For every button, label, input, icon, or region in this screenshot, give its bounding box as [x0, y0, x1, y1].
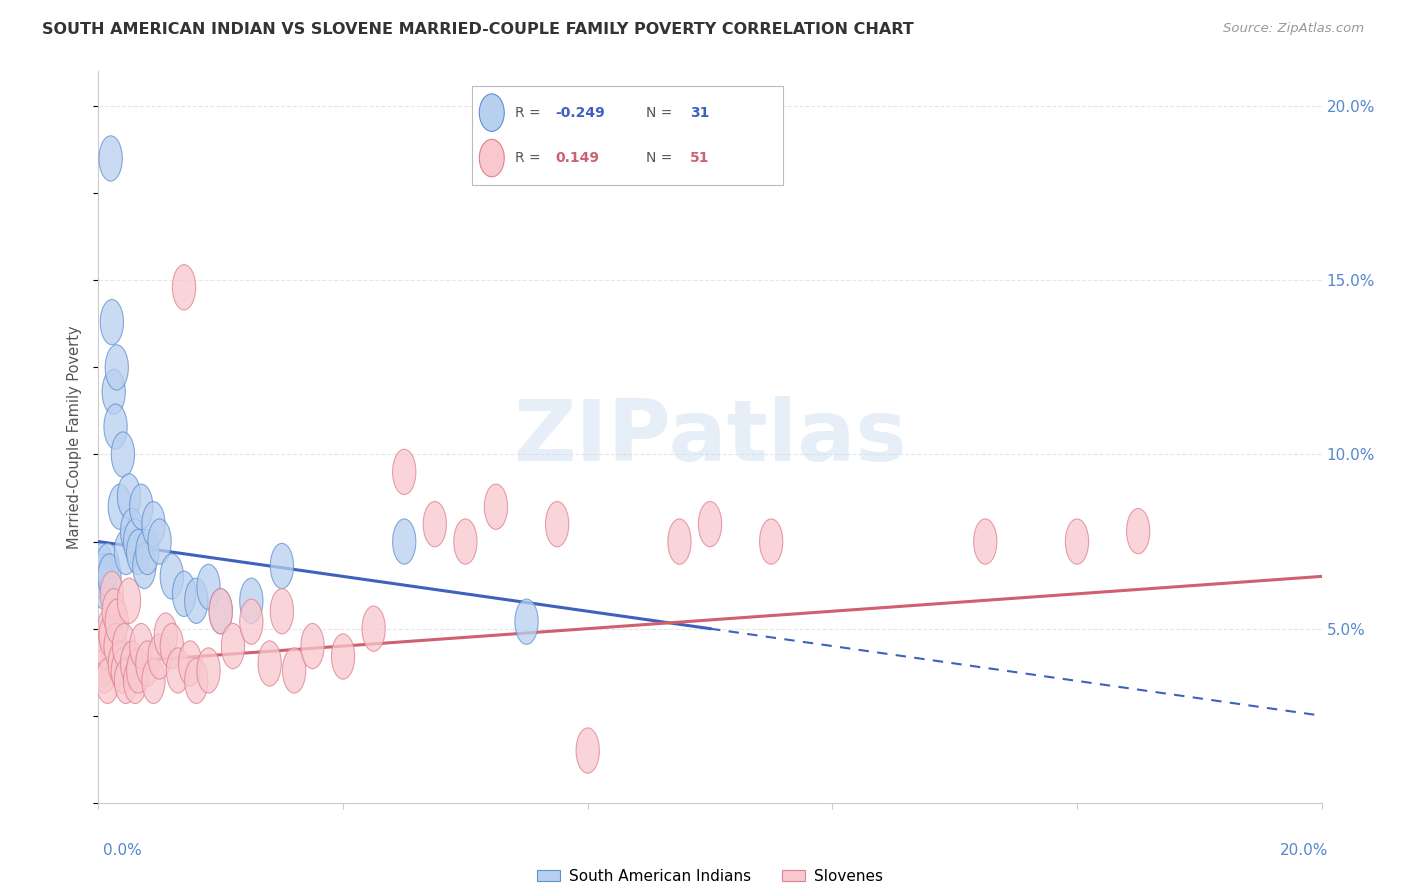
Ellipse shape: [209, 589, 232, 634]
Ellipse shape: [179, 640, 202, 686]
Ellipse shape: [96, 543, 120, 589]
Ellipse shape: [111, 432, 135, 477]
Ellipse shape: [239, 599, 263, 644]
Ellipse shape: [98, 554, 121, 599]
Ellipse shape: [93, 648, 117, 693]
Ellipse shape: [121, 640, 143, 686]
Ellipse shape: [90, 543, 112, 589]
Ellipse shape: [98, 606, 121, 651]
Ellipse shape: [142, 501, 165, 547]
Ellipse shape: [114, 529, 138, 574]
Ellipse shape: [392, 519, 416, 565]
Ellipse shape: [184, 578, 208, 624]
Ellipse shape: [1066, 519, 1088, 565]
Ellipse shape: [112, 624, 136, 669]
Ellipse shape: [127, 529, 150, 574]
Ellipse shape: [91, 554, 115, 599]
Ellipse shape: [103, 369, 125, 415]
Ellipse shape: [117, 578, 141, 624]
Ellipse shape: [132, 543, 156, 589]
Text: ZIPatlas: ZIPatlas: [513, 395, 907, 479]
Ellipse shape: [166, 648, 190, 693]
Ellipse shape: [155, 613, 177, 658]
Ellipse shape: [100, 300, 124, 345]
Ellipse shape: [270, 589, 294, 634]
Ellipse shape: [209, 589, 232, 634]
Ellipse shape: [197, 648, 221, 693]
Ellipse shape: [239, 578, 263, 624]
Ellipse shape: [484, 484, 508, 529]
Ellipse shape: [114, 658, 138, 704]
Ellipse shape: [129, 484, 153, 529]
Text: 20.0%: 20.0%: [1281, 843, 1329, 858]
Ellipse shape: [270, 543, 294, 589]
Ellipse shape: [136, 529, 159, 574]
Ellipse shape: [454, 519, 477, 565]
Ellipse shape: [668, 519, 692, 565]
Ellipse shape: [361, 606, 385, 651]
Y-axis label: Married-Couple Family Poverty: Married-Couple Family Poverty: [67, 326, 83, 549]
Ellipse shape: [515, 599, 538, 644]
Ellipse shape: [1126, 508, 1150, 554]
Ellipse shape: [111, 648, 135, 693]
Ellipse shape: [127, 648, 150, 693]
Text: SOUTH AMERICAN INDIAN VS SLOVENE MARRIED-COUPLE FAMILY POVERTY CORRELATION CHART: SOUTH AMERICAN INDIAN VS SLOVENE MARRIED…: [42, 22, 914, 37]
Ellipse shape: [105, 345, 128, 390]
Ellipse shape: [148, 634, 172, 679]
Ellipse shape: [546, 501, 569, 547]
Ellipse shape: [392, 450, 416, 494]
Ellipse shape: [103, 589, 125, 634]
Ellipse shape: [576, 728, 599, 773]
Ellipse shape: [121, 508, 143, 554]
Ellipse shape: [173, 265, 195, 310]
Ellipse shape: [104, 624, 127, 669]
Ellipse shape: [124, 658, 146, 704]
Ellipse shape: [98, 613, 122, 658]
Ellipse shape: [160, 554, 183, 599]
Ellipse shape: [259, 640, 281, 686]
Ellipse shape: [108, 640, 131, 686]
Ellipse shape: [100, 571, 124, 616]
Ellipse shape: [699, 501, 721, 547]
Legend: South American Indians, Slovenes: South American Indians, Slovenes: [531, 863, 889, 890]
Ellipse shape: [98, 136, 122, 181]
Ellipse shape: [124, 519, 146, 565]
Ellipse shape: [332, 634, 354, 679]
Text: Source: ZipAtlas.com: Source: ZipAtlas.com: [1223, 22, 1364, 36]
Ellipse shape: [221, 624, 245, 669]
Ellipse shape: [104, 404, 127, 450]
Text: 0.0%: 0.0%: [103, 843, 142, 858]
Ellipse shape: [759, 519, 783, 565]
Ellipse shape: [301, 624, 325, 669]
Ellipse shape: [973, 519, 997, 565]
Ellipse shape: [142, 658, 165, 704]
Ellipse shape: [184, 658, 208, 704]
Ellipse shape: [173, 571, 195, 616]
Ellipse shape: [129, 624, 153, 669]
Ellipse shape: [96, 658, 120, 704]
Ellipse shape: [160, 624, 183, 669]
Ellipse shape: [93, 565, 117, 609]
Ellipse shape: [148, 519, 172, 565]
Ellipse shape: [108, 484, 131, 529]
Ellipse shape: [423, 501, 447, 547]
Ellipse shape: [90, 634, 112, 679]
Ellipse shape: [91, 640, 115, 686]
Ellipse shape: [136, 640, 159, 686]
Ellipse shape: [105, 599, 128, 644]
Ellipse shape: [197, 565, 221, 609]
Ellipse shape: [117, 474, 141, 519]
Ellipse shape: [283, 648, 305, 693]
Ellipse shape: [94, 624, 117, 669]
